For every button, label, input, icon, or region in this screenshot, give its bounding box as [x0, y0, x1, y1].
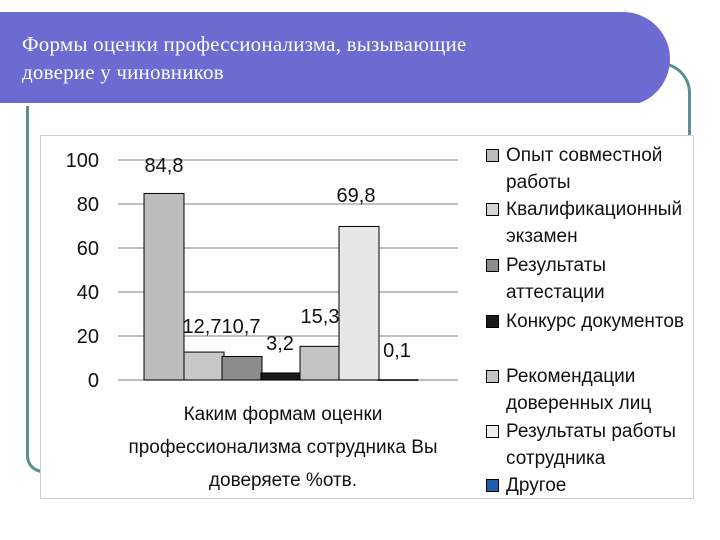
data-label: 84,8 [145, 155, 184, 177]
legend-label: Опыт совместной работы [506, 145, 663, 193]
title-underline [0, 103, 640, 106]
y-tick-label: 20 [77, 326, 99, 348]
legend-swatch [486, 259, 499, 272]
legend-swatch [486, 370, 499, 383]
y-tick-label: 60 [77, 238, 99, 260]
legend-swatch [486, 203, 499, 216]
y-tick-label: 40 [77, 282, 99, 304]
y-tick-label: 80 [77, 194, 99, 216]
legend-label: Результаты аттестации [506, 255, 607, 303]
bar [299, 345, 341, 381]
bar [221, 355, 263, 381]
legend-swatch [486, 315, 499, 328]
data-label: 15,3 [301, 306, 340, 328]
bar [183, 351, 225, 381]
legend-swatch [486, 479, 499, 492]
y-tick-label: 100 [66, 150, 99, 172]
legend-swatch [486, 425, 499, 438]
data-label: 10,7 [222, 316, 261, 338]
data-label: 0,1 [383, 340, 411, 362]
title-banner [0, 12, 670, 106]
legend-swatch [486, 149, 499, 162]
slide-title: Формы оценки профессионализма, вызывающи… [22, 30, 622, 86]
legend-label: Квалификационный экзамен [506, 199, 683, 247]
data-label: 3,2 [266, 333, 294, 355]
x-axis-title-line-3: доверяете %отв. [208, 470, 358, 491]
x-axis-title-line-1: Каким формам оценки [183, 404, 383, 425]
x-axis-title-line-2: профессионализма сотрудника Вы [128, 437, 438, 458]
bar [260, 372, 302, 381]
bar [377, 379, 419, 381]
legend-label: Конкурс документов [506, 311, 685, 332]
slide-title-line-1: Формы оценки профессионализма, вызывающи… [22, 32, 467, 56]
legend-label: Рекомендации доверенных лиц [506, 366, 652, 414]
legend-label: Результаты работы сотрудника [506, 421, 676, 469]
slide-title-line-2: доверие у чиновников [22, 60, 224, 84]
data-label: 69,8 [337, 185, 376, 207]
x-axis-title: Каким формам оценки профессионализма сот… [118, 398, 448, 497]
data-label: 12,7 [183, 316, 222, 338]
legend-label: Другое [506, 475, 567, 496]
y-tick-label: 0 [88, 370, 99, 392]
bar [143, 192, 185, 381]
bar [338, 225, 380, 381]
